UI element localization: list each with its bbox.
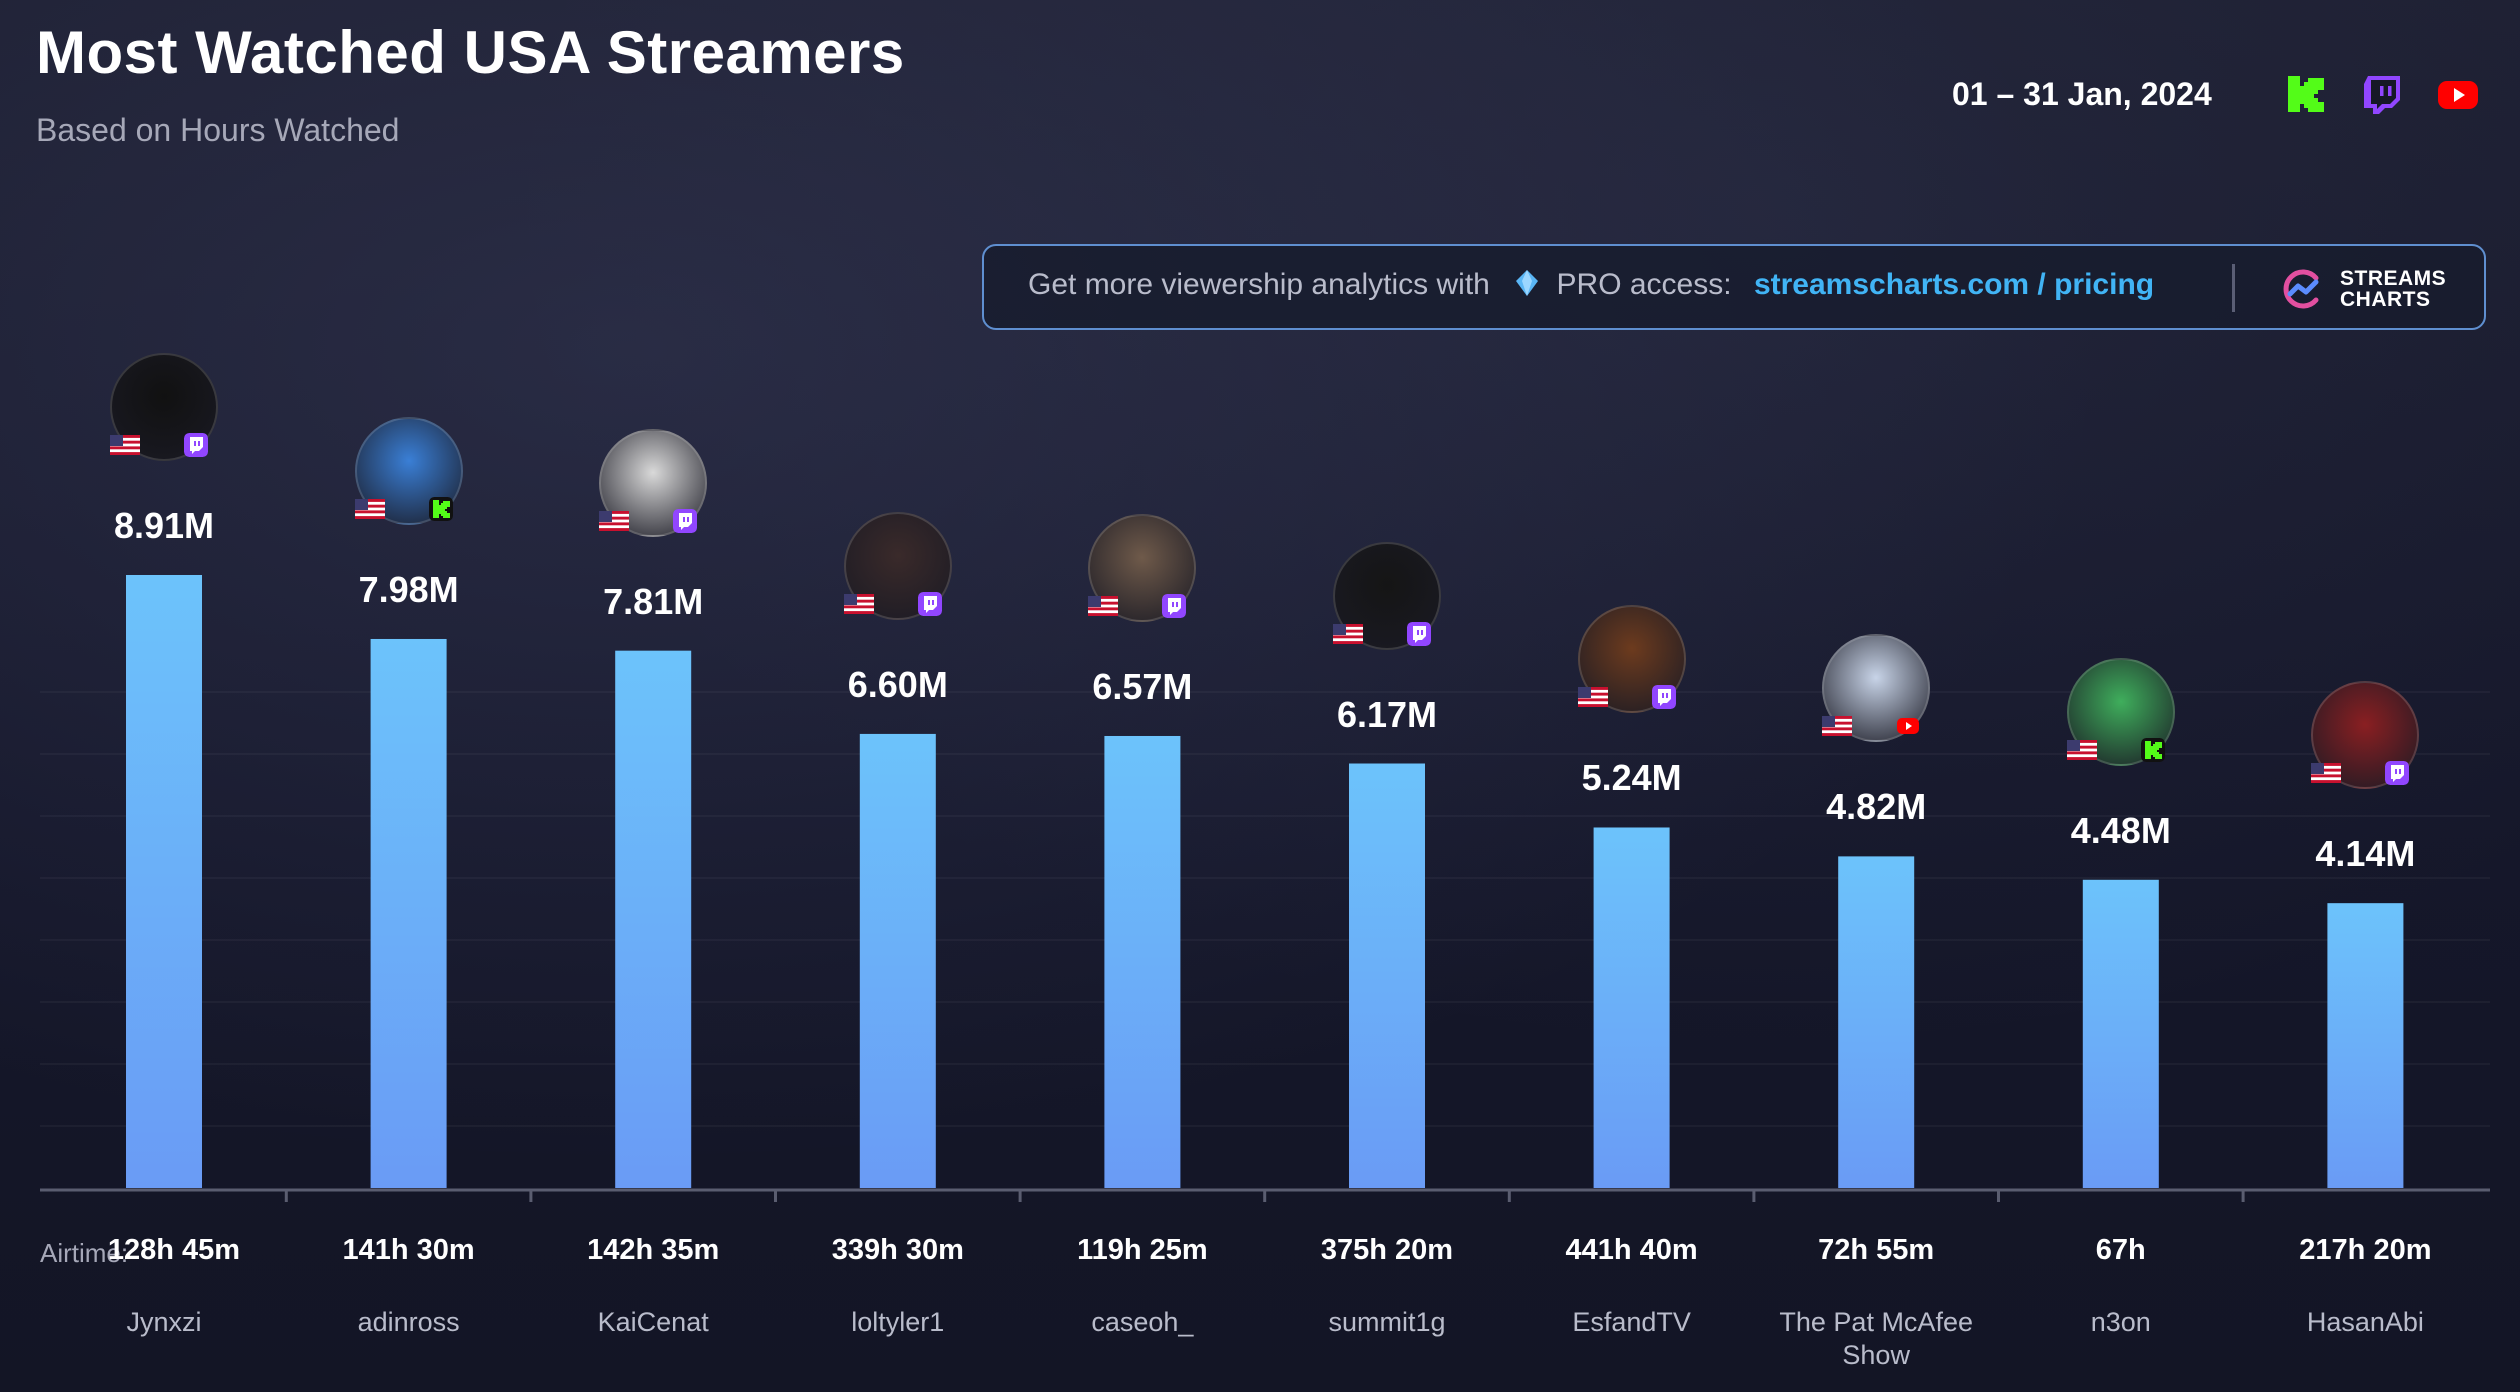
bar-summit1g[interactable] xyxy=(1349,763,1425,1188)
us-flag-icon xyxy=(1822,716,1853,737)
kick-badge-icon xyxy=(428,496,453,521)
bar-value-label: 4.14M xyxy=(2315,833,2416,875)
twitch-badge-icon xyxy=(1651,685,1676,710)
streamer-avatar[interactable] xyxy=(1333,541,1441,650)
twitch-badge-icon xyxy=(2385,761,2410,786)
us-flag-icon xyxy=(1088,595,1119,616)
kick-icon xyxy=(2288,76,2324,112)
airtime-value: 67h xyxy=(2095,1234,2146,1266)
twitch-badge-icon xyxy=(917,591,942,616)
bar-value-label: 6.60M xyxy=(847,663,948,705)
streamer-avatar[interactable] xyxy=(2311,681,2420,790)
promo-divider xyxy=(2232,264,2235,312)
us-flag-icon xyxy=(354,498,385,519)
bar-adinross[interactable] xyxy=(370,638,447,1188)
streamer-avatar[interactable] xyxy=(354,416,463,525)
streams-charts-logo-icon xyxy=(2283,269,2319,309)
twitch-badge-icon xyxy=(673,508,698,533)
us-flag-icon xyxy=(843,593,874,614)
bar-kaicenat[interactable] xyxy=(615,650,692,1188)
category-label: EsfandTV xyxy=(1572,1307,1691,1337)
bar-hasanabi[interactable] xyxy=(2327,903,2404,1188)
bar-value-label: 6.57M xyxy=(1092,665,1193,707)
us-flag-icon xyxy=(599,510,630,531)
category-label: summit1g xyxy=(1328,1307,1446,1337)
bar-jynxzi[interactable] xyxy=(126,574,202,1188)
bar-value-label: 7.98M xyxy=(358,568,459,610)
bar-esfandtv[interactable] xyxy=(1593,827,1670,1188)
promo-banner[interactable]: Get more viewership analytics with PRO a… xyxy=(982,244,2486,330)
chart-title: Most Watched USA Streamers xyxy=(36,19,905,86)
promo-text-row: Get more viewership analytics with PRO a… xyxy=(1028,268,2154,302)
brand-line-1: STREAMS xyxy=(2340,267,2447,290)
airtime-value: 119h 25m xyxy=(1077,1234,1208,1266)
airtime-value: 72h 55m xyxy=(1818,1234,1935,1266)
category-label: adinross xyxy=(357,1307,460,1337)
streamer-avatar[interactable] xyxy=(1577,605,1686,714)
brand-text: STREAMS CHARTS xyxy=(2340,268,2446,310)
bar-value-label: 4.48M xyxy=(2070,809,2171,851)
airtime-value: 142h 35m xyxy=(587,1234,720,1266)
category-label: KaiCenat xyxy=(597,1307,709,1337)
us-flag-icon xyxy=(1333,623,1363,644)
category-label: caseoh_ xyxy=(1091,1307,1194,1337)
twitch-badge-icon xyxy=(1162,593,1187,618)
streamer-avatar[interactable] xyxy=(599,428,708,537)
bar-the-pat-mcafee-show[interactable] xyxy=(1838,856,1915,1188)
bar-value-label: 4.82M xyxy=(1826,786,1927,828)
twitch-icon xyxy=(2364,76,2400,114)
date-range: 01 – 31 Jan, 2024 xyxy=(1952,76,2212,112)
us-flag-icon xyxy=(2066,739,2097,760)
bar-value-label: 8.91M xyxy=(113,504,215,546)
promo-text: Get more viewership analytics with xyxy=(1028,268,1490,301)
us-flag-icon xyxy=(2311,763,2342,784)
airtime-value: 441h 40m xyxy=(1565,1234,1698,1266)
airtime-value: 375h 20m xyxy=(1320,1234,1454,1266)
chart-subtitle: Based on Hours Watched xyxy=(36,112,400,148)
bar-loltyler1[interactable] xyxy=(859,733,936,1188)
streams-charts-logo[interactable]: STREAMS CHARTS xyxy=(2278,264,2468,314)
category-label: The Pat McAfee Show xyxy=(1779,1307,1973,1370)
streamer-avatar[interactable] xyxy=(1088,513,1197,622)
airtime-value: 217h 20m xyxy=(2299,1234,2432,1266)
category-label: Jynxzi xyxy=(126,1307,202,1337)
streamer-avatar[interactable] xyxy=(843,511,952,620)
us-flag-icon xyxy=(1577,687,1608,708)
streamer-avatar[interactable] xyxy=(2066,657,2175,766)
category-label: n3on xyxy=(2090,1307,2151,1337)
bar-caseoh-[interactable] xyxy=(1104,735,1181,1188)
brand-line-2: CHARTS xyxy=(2340,288,2431,311)
airtime-value: 141h 30m xyxy=(342,1234,475,1266)
streamer-avatar[interactable] xyxy=(110,352,218,461)
bar-value-label: 6.17M xyxy=(1336,693,1438,735)
pricing-link[interactable]: streamscharts.com / pricing xyxy=(1753,268,2155,301)
youtube-badge-icon xyxy=(1897,718,1920,735)
bar-value-label: 5.24M xyxy=(1581,757,1682,799)
airtime-value: 339h 30m xyxy=(831,1234,964,1266)
category-label: HasanAbi xyxy=(2306,1307,2424,1337)
bar-n3on[interactable] xyxy=(2082,879,2159,1188)
airtime-label: Airtime: xyxy=(40,1238,129,1268)
streamer-avatar[interactable] xyxy=(1822,634,1931,743)
kick-badge-icon xyxy=(2140,737,2165,762)
category-label: loltyler1 xyxy=(851,1307,945,1337)
twitch-badge-icon xyxy=(184,432,208,457)
diamond-icon xyxy=(1516,270,1539,296)
us-flag-icon xyxy=(110,434,140,455)
bar-value-label: 7.81M xyxy=(603,580,704,622)
twitch-badge-icon xyxy=(1407,621,1431,646)
youtube-icon xyxy=(2438,81,2478,109)
airtime-value: 128h 45m xyxy=(107,1234,241,1266)
promo-pro-label: PRO access: xyxy=(1556,268,1732,301)
